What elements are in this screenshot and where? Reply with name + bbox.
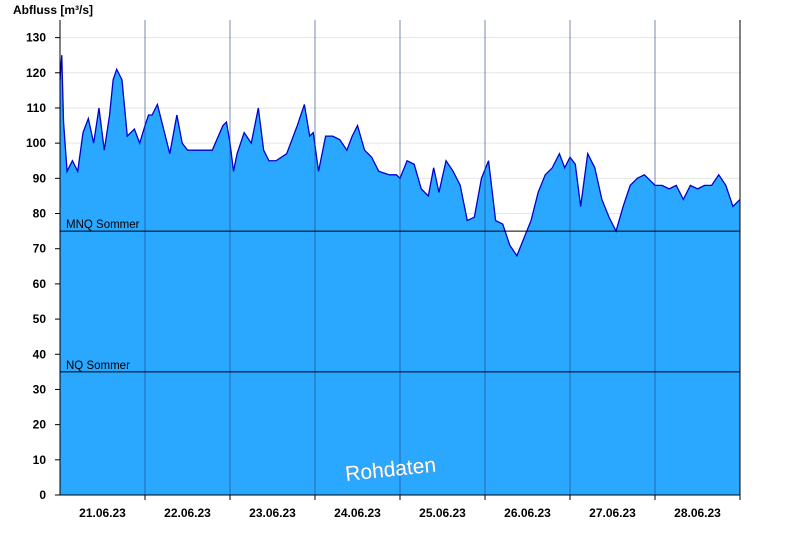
- y-tick-label: 90: [33, 171, 47, 185]
- x-tick-label: 23.06.23: [249, 506, 296, 520]
- y-tick-label: 20: [33, 418, 47, 432]
- reference-lines: MNQ Sommer NQ Sommer: [60, 219, 740, 373]
- x-tick-label: 28.06.23: [674, 506, 721, 520]
- x-tick-label: 27.06.23: [589, 506, 636, 520]
- y-tick-label: 50: [33, 312, 47, 326]
- x-tick-label: 24.06.23: [334, 506, 381, 520]
- y-tick-label: 30: [33, 382, 47, 396]
- y-tick-label: 40: [33, 347, 47, 361]
- y-tick-label: 60: [33, 277, 47, 291]
- y-axis-ticks: 0 10 20 30 40 50 60 70 80 90 100 110 120 130: [26, 31, 60, 502]
- x-tick-label: 21.06.23: [79, 506, 126, 520]
- y-tick-label: 130: [26, 31, 46, 45]
- y-axis-title: Abfluss [m³/s]: [13, 3, 93, 17]
- y-tick-label: 10: [33, 453, 47, 467]
- x-tick-label: 22.06.23: [164, 506, 211, 520]
- y-tick-label: 80: [33, 207, 47, 221]
- x-tick-label: 25.06.23: [419, 506, 466, 520]
- y-tick-label: 100: [26, 136, 46, 150]
- x-tick-label: 26.06.23: [504, 506, 551, 520]
- reference-line-label: MNQ Sommer: [66, 219, 140, 231]
- x-axis-ticks: 21.06.23 22.06.23 23.06.23 24.06.23 25.06.23…: [79, 495, 741, 520]
- y-tick-label: 70: [33, 242, 47, 256]
- y-tick-label: 0: [39, 488, 46, 502]
- reference-line-label: NQ Sommer: [66, 360, 130, 372]
- y-tick-label: 110: [27, 101, 47, 115]
- y-tick-label: 120: [26, 66, 46, 80]
